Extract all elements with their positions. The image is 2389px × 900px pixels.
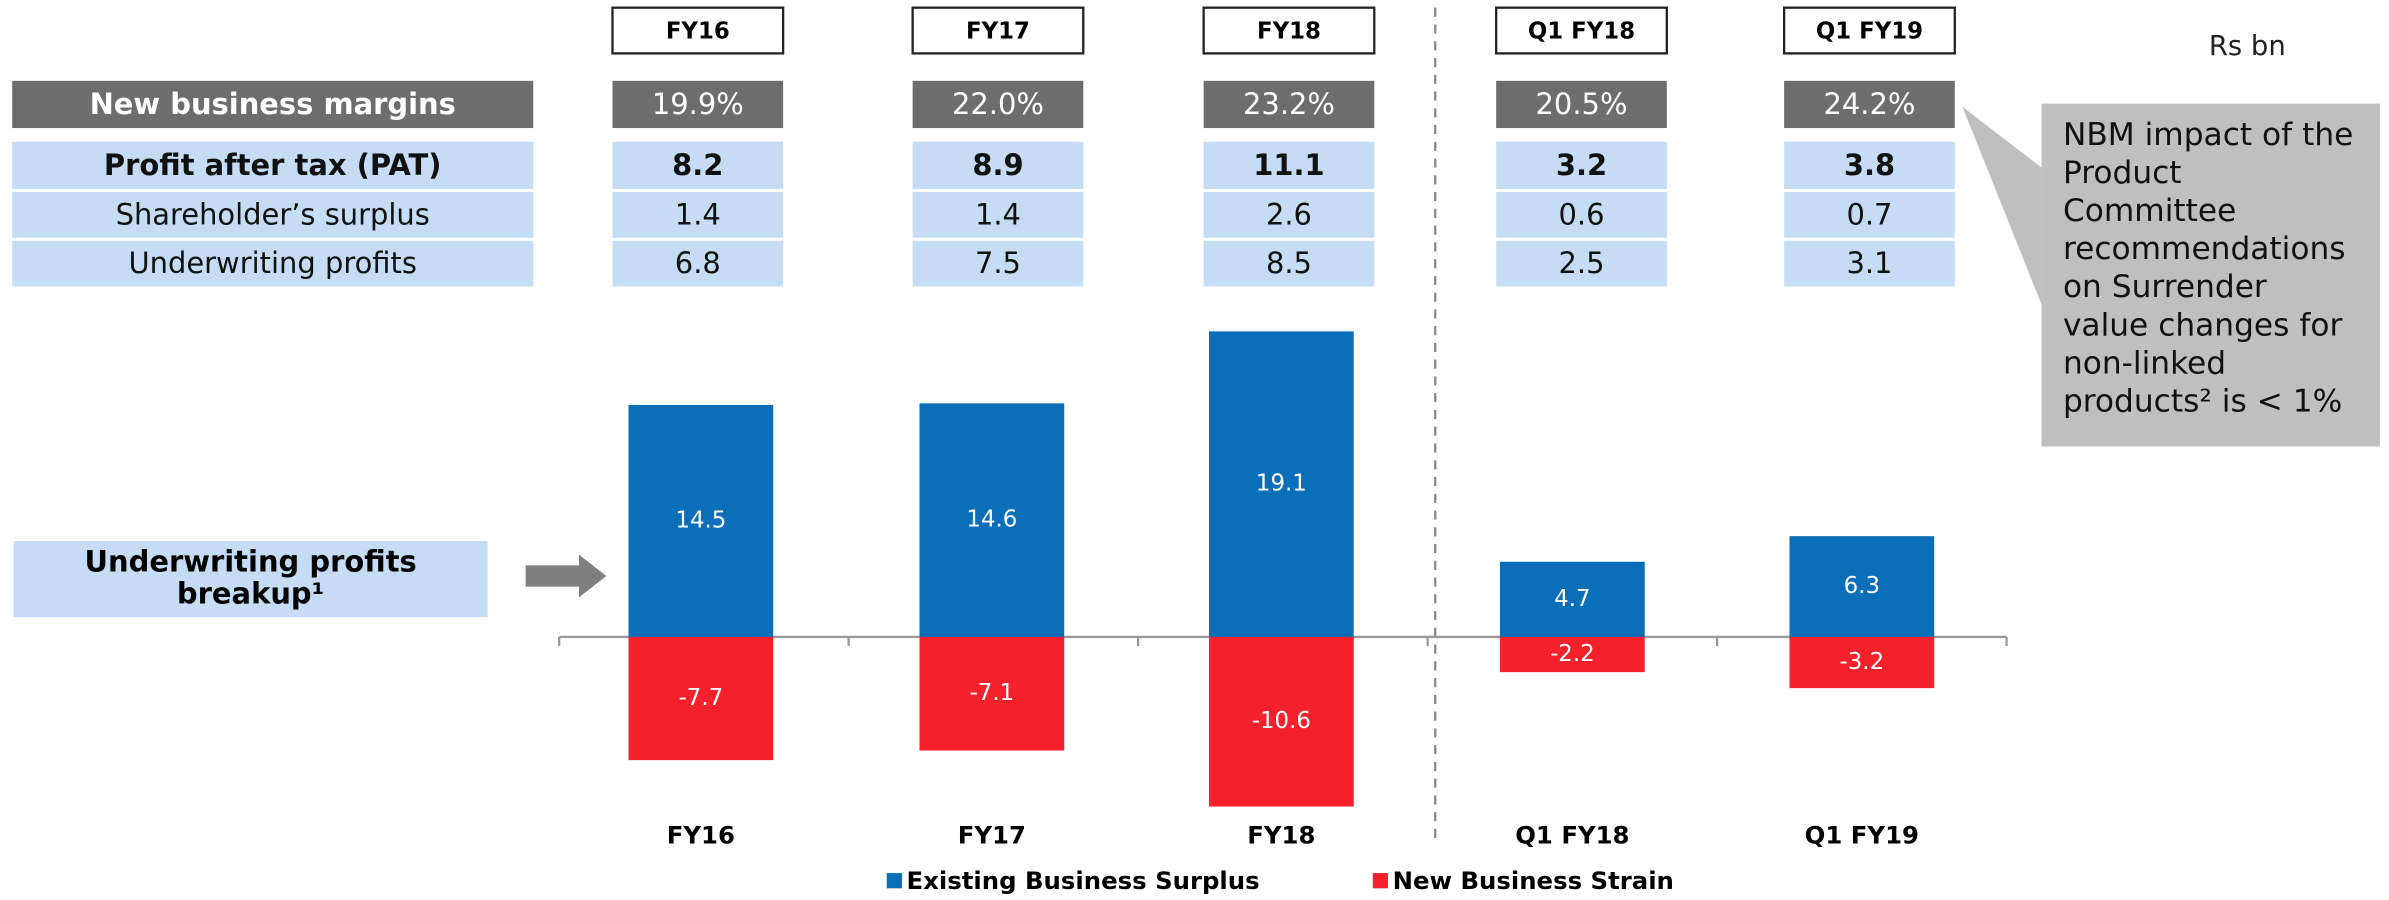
cell: 0.7: [1846, 197, 1892, 231]
cell-box: [1496, 80, 1667, 129]
data-label: -7.7: [679, 685, 724, 711]
cell-box: [1784, 80, 1955, 129]
column-header-box: [1782, 6, 1956, 55]
breakup-box: [13, 540, 488, 618]
legend-swatch: [1372, 873, 1388, 889]
cell-box: [912, 240, 1084, 287]
row-label-box: [12, 141, 534, 189]
bar: [1499, 636, 1645, 673]
cell-box: [1203, 192, 1375, 238]
cell: 19.9%: [652, 87, 744, 121]
cell-box: [612, 192, 784, 238]
cell-box: [1203, 141, 1375, 189]
callout-box: [2041, 103, 2380, 447]
data-label: 19.1: [1256, 471, 1307, 497]
cell-box: [1496, 141, 1667, 189]
column-header: Q1 FY19: [1816, 19, 1923, 45]
bar: [919, 403, 1065, 637]
cell: 2.5: [1558, 246, 1604, 280]
column-header: FY18: [1257, 19, 1321, 45]
cell: 3.8: [1844, 148, 1895, 182]
cell: 23.2%: [1243, 87, 1335, 121]
cell: 8.5: [1266, 246, 1312, 280]
column-header-box: [611, 6, 785, 55]
cell: 20.5%: [1536, 87, 1628, 121]
callout: NBM impact of the Product Committee reco…: [2062, 115, 2354, 420]
data-label: -10.6: [1252, 708, 1311, 734]
legend-swatch: [886, 873, 902, 889]
column-header-box: [1202, 6, 1376, 55]
column-header: Q1 FY18: [1528, 19, 1635, 45]
cell-box: [1496, 240, 1667, 287]
data-label: 4.7: [1554, 586, 1590, 612]
cell-box: [1496, 192, 1667, 238]
cell-box: [1784, 141, 1955, 189]
x-tick-label: Q1 FY19: [1805, 821, 1919, 850]
x-tick-label: FY17: [958, 821, 1026, 850]
cell-box: [612, 240, 784, 287]
callout-pointer: [1962, 106, 2042, 305]
data-label: 6.3: [1844, 573, 1880, 599]
legend-label: Existing Business Surplus: [907, 866, 1260, 895]
row-label-box: [12, 240, 534, 287]
cell: 2.6: [1266, 197, 1312, 231]
cell-box: [1784, 192, 1955, 238]
breakup: Underwriting profits breakup¹: [84, 545, 417, 612]
cell-box: [612, 80, 784, 129]
data-label: -3.2: [1840, 649, 1885, 675]
x-tick-label: FY18: [1247, 821, 1315, 850]
cell: 22.0%: [952, 87, 1044, 121]
cell: 1.4: [675, 197, 721, 231]
column-header: FY16: [666, 19, 730, 45]
cell-box: [912, 192, 1084, 238]
cell-box: [1203, 80, 1375, 129]
bar: [1789, 536, 1935, 637]
row-label: New business margins: [90, 87, 456, 121]
data-label: 14.6: [966, 507, 1017, 533]
cell: 1.4: [975, 197, 1021, 231]
cell-box: [1784, 240, 1955, 287]
unit-label: Rs bn: [2209, 31, 2286, 62]
cell: 11.1: [1253, 148, 1324, 182]
x-tick-label: FY16: [667, 821, 735, 850]
data-label: 14.5: [675, 507, 726, 533]
cell: 24.2%: [1823, 87, 1915, 121]
bar: [1208, 636, 1354, 807]
arrow: [525, 554, 607, 598]
bar: [1208, 331, 1354, 637]
legend-label: New Business Strain: [1393, 866, 1674, 895]
cell: 0.6: [1558, 197, 1604, 231]
bar: [1499, 561, 1645, 637]
column-header-box: [1495, 6, 1668, 55]
breakup-label: Underwriting profits breakup¹: [84, 545, 417, 612]
row-label: Profit after tax (PAT): [104, 148, 442, 182]
callout-text: NBM impact of the Product Committee reco…: [2062, 115, 2354, 420]
cell: 8.2: [672, 148, 723, 182]
bar: [628, 636, 774, 761]
cell: 8.9: [972, 148, 1023, 182]
bar: [919, 636, 1065, 751]
row-label-box: [12, 192, 534, 238]
cell: 7.5: [975, 246, 1021, 280]
data-label: -2.2: [1550, 641, 1595, 667]
cell-box: [912, 141, 1084, 189]
cell-box: [912, 80, 1084, 129]
data-label: -7.1: [970, 680, 1015, 706]
row-label: Shareholder’s surplus: [116, 197, 430, 231]
row-label: Underwriting profits: [128, 246, 416, 280]
bar: [628, 404, 774, 637]
cell: 6.8: [675, 246, 721, 280]
column-header: FY17: [966, 19, 1030, 45]
column-header-box: [911, 6, 1085, 55]
bar: [1789, 636, 1935, 689]
cell: 3.2: [1556, 148, 1607, 182]
cell-box: [1203, 240, 1375, 287]
row-label-box: [12, 80, 534, 129]
cell: 3.1: [1846, 246, 1892, 280]
cell-box: [612, 141, 784, 189]
x-tick-label: Q1 FY18: [1515, 821, 1629, 850]
